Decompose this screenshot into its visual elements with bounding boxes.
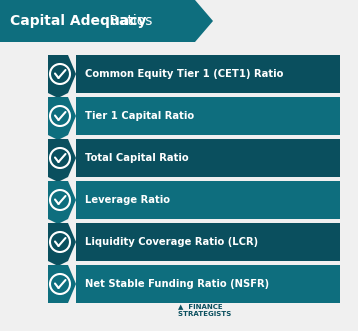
Circle shape (50, 232, 70, 252)
FancyBboxPatch shape (76, 97, 340, 135)
FancyBboxPatch shape (76, 139, 340, 177)
Text: ▲  FINANCE
    STRATEGISTS: ▲ FINANCE STRATEGISTS (168, 304, 232, 316)
Polygon shape (48, 93, 68, 98)
Circle shape (50, 190, 70, 210)
Circle shape (50, 106, 70, 126)
Text: Liquidity Coverage Ratio (LCR): Liquidity Coverage Ratio (LCR) (85, 237, 258, 247)
Text: Tier 1 Capital Ratio: Tier 1 Capital Ratio (85, 111, 194, 121)
Polygon shape (48, 135, 68, 140)
Text: Leverage Ratio: Leverage Ratio (85, 195, 170, 205)
Circle shape (50, 274, 70, 294)
Polygon shape (48, 97, 76, 135)
FancyBboxPatch shape (76, 181, 340, 219)
Text: Net Stable Funding Ratio (NSFR): Net Stable Funding Ratio (NSFR) (85, 279, 269, 289)
Circle shape (50, 148, 70, 168)
Polygon shape (48, 223, 76, 261)
Polygon shape (48, 55, 76, 93)
Polygon shape (0, 0, 213, 42)
Text: Total Capital Ratio: Total Capital Ratio (85, 153, 189, 163)
Polygon shape (48, 261, 68, 266)
Polygon shape (48, 139, 76, 177)
Circle shape (50, 64, 70, 84)
Text: Common Equity Tier 1 (CET1) Ratio: Common Equity Tier 1 (CET1) Ratio (85, 69, 284, 79)
Polygon shape (48, 219, 68, 224)
FancyBboxPatch shape (76, 55, 340, 93)
FancyBboxPatch shape (76, 265, 340, 303)
Polygon shape (48, 177, 68, 182)
FancyBboxPatch shape (76, 223, 340, 261)
Polygon shape (48, 181, 76, 219)
Text: Ratios: Ratios (105, 14, 153, 28)
Polygon shape (48, 265, 76, 303)
Text: Capital Adequacy: Capital Adequacy (10, 14, 146, 28)
